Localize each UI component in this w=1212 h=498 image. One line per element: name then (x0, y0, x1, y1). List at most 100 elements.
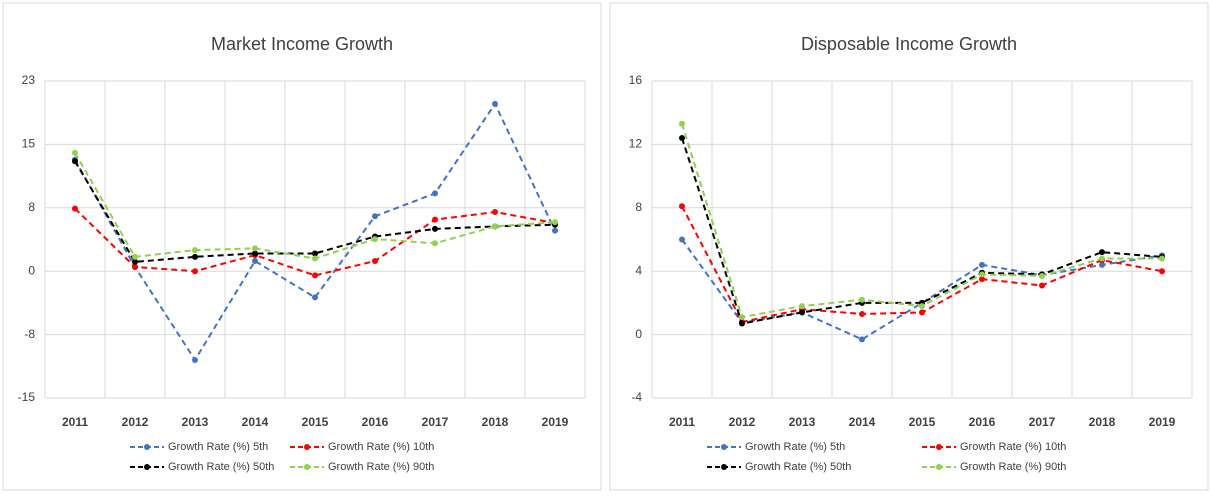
data-point (72, 205, 78, 212)
x-tick-label: 2013 (789, 415, 816, 429)
data-point (1099, 255, 1105, 262)
data-point (192, 268, 198, 275)
data-point (679, 135, 685, 142)
data-point (919, 303, 925, 310)
data-point (312, 250, 318, 257)
legend-marker (936, 444, 942, 450)
legend-marker (721, 444, 727, 450)
data-point (132, 258, 138, 265)
legend-label: Growth Rate (%) 50th (745, 461, 851, 473)
y-tick-label: 0 (635, 327, 642, 341)
data-point (552, 219, 558, 226)
data-point (492, 223, 498, 230)
data-point (312, 255, 318, 262)
data-point (859, 336, 865, 343)
data-point (372, 258, 378, 265)
data-point (1039, 282, 1045, 289)
y-tick-label: -4 (631, 390, 642, 404)
x-tick-label: 2011 (62, 415, 88, 429)
x-tick-label: 2017 (1029, 415, 1056, 429)
data-point (252, 250, 258, 257)
y-tick-label: 4 (635, 263, 642, 277)
data-point (679, 120, 685, 127)
y-tick-label: 12 (629, 137, 643, 151)
x-tick-label: 2014 (849, 415, 876, 429)
data-point (1159, 255, 1165, 262)
data-point (312, 272, 318, 279)
legend-label: Growth Rate (%) 10th (328, 441, 434, 453)
data-point (979, 271, 985, 278)
data-point (432, 190, 438, 197)
x-tick-label: 2016 (969, 415, 996, 429)
x-tick-label: 2018 (482, 415, 509, 429)
chart-panel: Disposable Income Growth -4 0 4 8 12 16 2011 201… (609, 2, 1209, 491)
data-point (492, 209, 498, 216)
x-tick-label: 2015 (909, 415, 936, 429)
data-point (492, 100, 498, 107)
legend-label: Growth Rate (%) 5th (168, 441, 268, 453)
data-point (859, 296, 865, 303)
legend-label: Growth Rate (%) 5th (745, 441, 845, 453)
x-tick-label: 2019 (542, 415, 569, 429)
data-point (372, 236, 378, 243)
x-tick-label: 2012 (729, 415, 756, 429)
data-point (859, 310, 865, 317)
data-point (1159, 268, 1165, 275)
y-tick-label: 15 (22, 137, 36, 151)
y-tick-label: -8 (24, 327, 35, 341)
data-point (372, 213, 378, 220)
panel-frame (609, 2, 1209, 491)
data-point (132, 253, 138, 260)
y-tick-label: -15 (18, 390, 36, 404)
data-point (679, 236, 685, 243)
data-point (72, 149, 78, 156)
y-tick-label: 8 (28, 200, 35, 214)
data-point (679, 203, 685, 210)
data-point (799, 303, 805, 310)
data-point (432, 225, 438, 232)
x-tick-label: 2017 (422, 415, 449, 429)
data-point (1099, 249, 1105, 256)
series-line (681, 137, 1163, 325)
y-tick-label: 8 (635, 200, 642, 214)
panel-frame (2, 2, 602, 491)
data-point (432, 240, 438, 247)
data-point (1099, 261, 1105, 268)
chart-title: Market Income Growth (211, 34, 393, 54)
data-point (799, 309, 805, 316)
legend-marker (721, 464, 727, 470)
legend-marker (144, 444, 150, 450)
series-line (74, 160, 556, 263)
data-point (552, 227, 558, 234)
data-point (72, 158, 78, 165)
x-tick-label: 2015 (302, 415, 329, 429)
legend-marker (304, 444, 310, 450)
legend-marker (144, 464, 150, 470)
x-tick-label: 2011 (669, 415, 695, 429)
x-tick-label: 2013 (182, 415, 209, 429)
x-tick-label: 2019 (1149, 415, 1176, 429)
x-tick-label: 2014 (242, 415, 269, 429)
data-point (192, 356, 198, 363)
legend-marker (304, 464, 310, 470)
y-tick-label: 16 (629, 73, 643, 87)
legend-label: Growth Rate (%) 90th (960, 461, 1066, 473)
y-tick-label: 0 (28, 263, 35, 277)
data-point (132, 263, 138, 270)
data-point (192, 247, 198, 254)
x-tick-label: 2018 (1089, 415, 1116, 429)
chart-title: Disposable Income Growth (801, 34, 1017, 54)
legend-label: Growth Rate (%) 90th (328, 461, 434, 473)
chart-panel: Market Income Growth -15 -8 0 8 15 23 2011 2012 2… (2, 2, 602, 491)
data-point (192, 253, 198, 260)
series-line (74, 207, 556, 277)
data-point (252, 245, 258, 252)
data-point (1039, 272, 1045, 279)
y-tick-label: 23 (22, 73, 36, 87)
x-tick-label: 2016 (362, 415, 389, 429)
data-point (432, 216, 438, 223)
legend-label: Growth Rate (%) 50th (168, 461, 274, 473)
data-point (979, 276, 985, 283)
legend-label: Growth Rate (%) 10th (960, 441, 1066, 453)
